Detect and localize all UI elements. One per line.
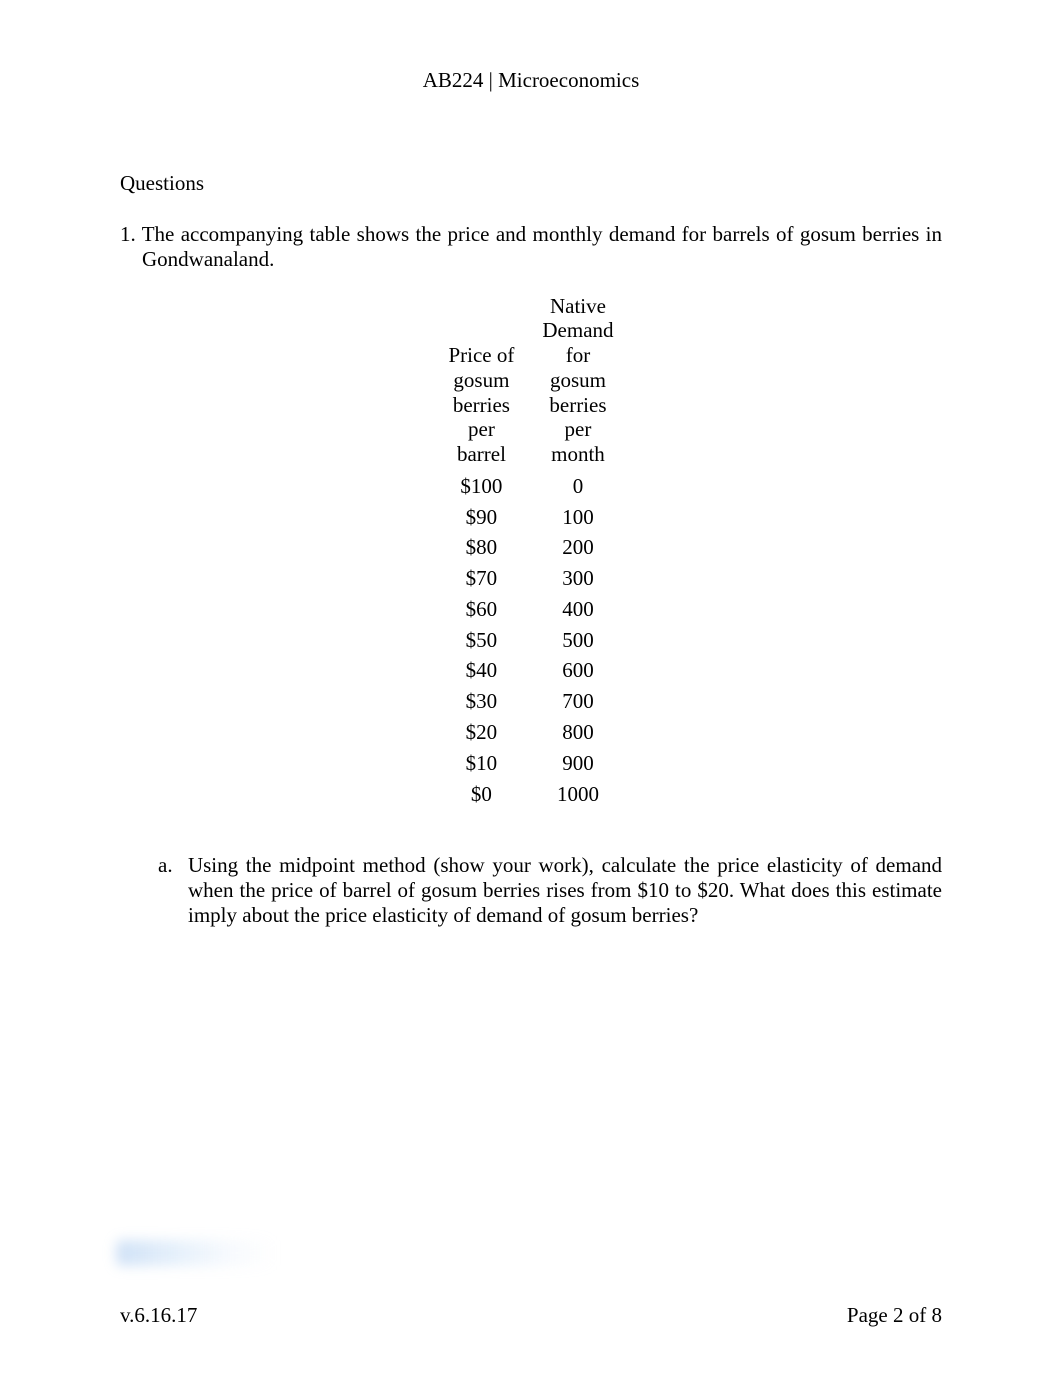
footer-page-total: 8 <box>932 1303 943 1327</box>
question-1-number: 1. <box>120 222 136 246</box>
cell-price: $20 <box>434 715 528 746</box>
question-1: 1. The accompanying table shows the pric… <box>120 222 942 272</box>
cell-demand: 300 <box>528 561 627 592</box>
section-heading: Questions <box>120 171 942 196</box>
cell-price: $10 <box>434 746 528 777</box>
cell-price: $100 <box>434 469 528 500</box>
footer-page: Page 2 of 8 <box>847 1303 942 1328</box>
cell-price: $0 <box>434 777 528 808</box>
table-header-row: Price ofgosumberriesperbarrel NativeDema… <box>434 294 627 469</box>
cell-demand: 400 <box>528 592 627 623</box>
cell-price: $60 <box>434 592 528 623</box>
table-row: $40 600 <box>434 653 627 684</box>
course-title: AB224 | Microeconomics <box>423 68 640 92</box>
cell-demand: 500 <box>528 623 627 654</box>
footer-page-of: of <box>904 1303 932 1327</box>
table-row: $20 800 <box>434 715 627 746</box>
table-row: $80 200 <box>434 530 627 561</box>
table-body: $100 0 $90 100 $80 200 $70 300 $60 400 $… <box>434 469 627 807</box>
cell-demand: 0 <box>528 469 627 500</box>
table-row: $60 400 <box>434 592 627 623</box>
table-row: $90 100 <box>434 500 627 531</box>
cell-price: $90 <box>434 500 528 531</box>
table-row: $10 900 <box>434 746 627 777</box>
cell-price: $30 <box>434 684 528 715</box>
demand-table: Price ofgosumberriesperbarrel NativeDema… <box>434 294 627 808</box>
cell-demand: 700 <box>528 684 627 715</box>
table-row: $70 300 <box>434 561 627 592</box>
cell-demand: 200 <box>528 530 627 561</box>
blurred-region <box>116 1240 276 1266</box>
col-header-price: Price ofgosumberriesperbarrel <box>434 294 528 469</box>
cell-demand: 600 <box>528 653 627 684</box>
cell-price: $40 <box>434 653 528 684</box>
table-row: $0 1000 <box>434 777 627 808</box>
cell-demand: 900 <box>528 746 627 777</box>
table-row: $100 0 <box>434 469 627 500</box>
cell-demand: 800 <box>528 715 627 746</box>
question-1-text: The accompanying table shows the price a… <box>142 222 942 271</box>
col-header-demand: NativeDemandforgosumberriespermonth <box>528 294 627 469</box>
sub-question-a-label: a. <box>158 853 173 877</box>
footer-version: v.6.16.17 <box>120 1303 197 1328</box>
cell-demand: 100 <box>528 500 627 531</box>
footer-page-current: 2 <box>893 1303 904 1327</box>
cell-price: $70 <box>434 561 528 592</box>
cell-demand: 1000 <box>528 777 627 808</box>
page-footer: v.6.16.17 Page 2 of 8 <box>120 1303 942 1328</box>
footer-page-label: Page <box>847 1303 893 1327</box>
sub-question-a: a. Using the midpoint method (show your … <box>158 853 942 927</box>
page: AB224 | Microeconomics Questions 1. The … <box>0 0 1062 1376</box>
course-header: AB224 | Microeconomics <box>120 68 942 93</box>
cell-price: $80 <box>434 530 528 561</box>
sub-question-a-text: Using the midpoint method (show your wor… <box>188 853 942 927</box>
table-row: $50 500 <box>434 623 627 654</box>
cell-price: $50 <box>434 623 528 654</box>
table-row: $30 700 <box>434 684 627 715</box>
